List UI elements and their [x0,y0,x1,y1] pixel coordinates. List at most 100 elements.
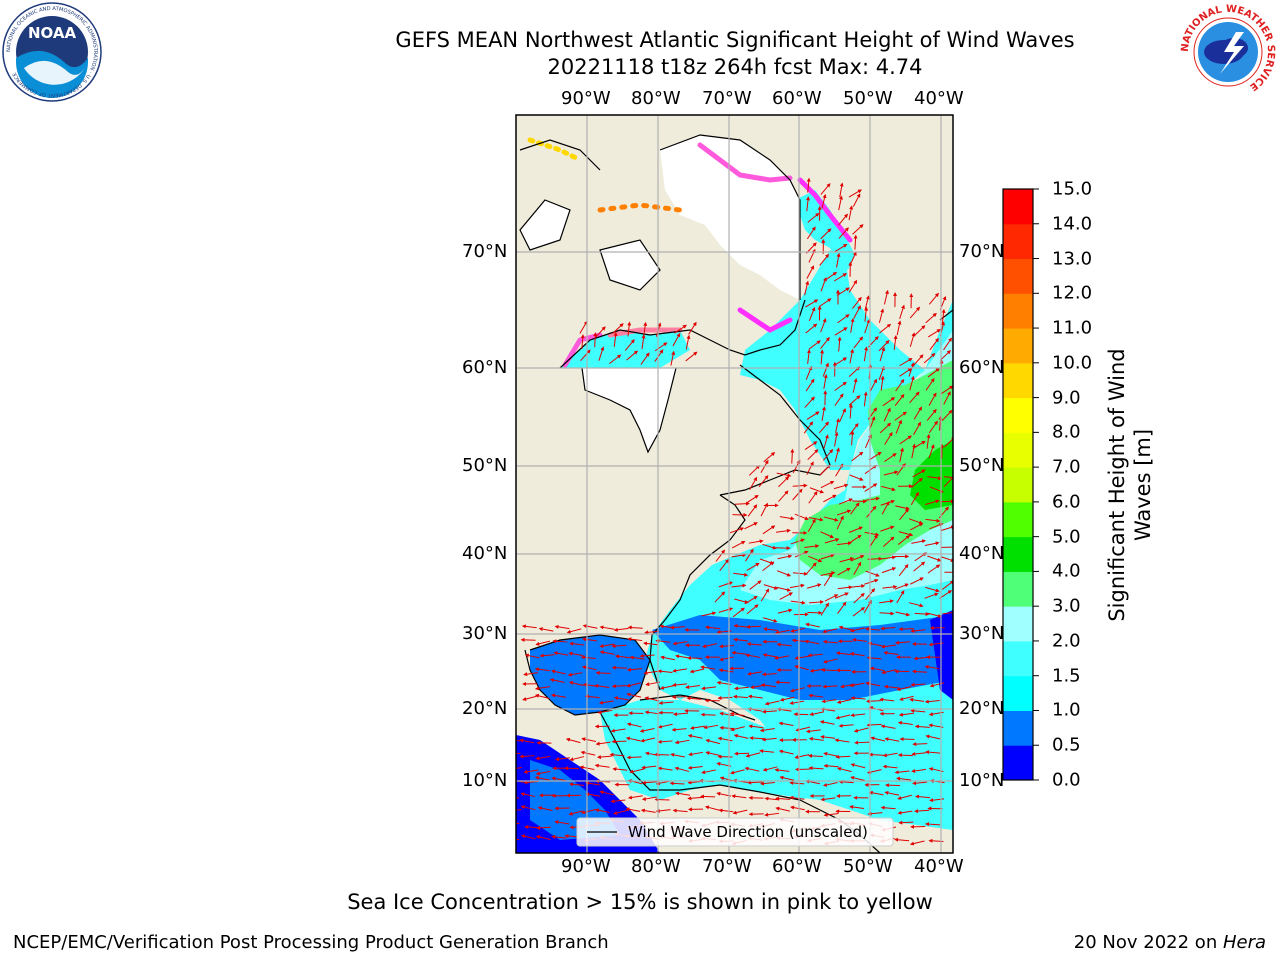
wave-direction-arrow [778,476,790,488]
wave-direction-arrow [853,592,865,604]
wave-direction-arrow [613,331,618,347]
wave-direction-arrow [836,287,850,296]
wave-direction-arrow [896,320,902,336]
wave-direction-arrow [670,350,676,366]
graticule [516,115,953,853]
colorbar-segment [1003,606,1033,642]
wave-direction-arrow [748,465,761,476]
wave-direction-arrow [566,628,582,634]
wave-direction-arrow [804,544,820,549]
wave-direction-arrow [837,336,842,352]
colorbar-segment [1003,536,1033,572]
wave-direction-arrow [539,653,555,658]
wave-direction-arrow [908,518,924,525]
wave-direction-arrow [613,809,628,815]
wave-direction-arrow [881,644,896,649]
wave-direction-arrow [910,682,926,687]
wave-direction-arrow [674,766,690,772]
wave-direction-arrow [852,193,861,207]
wave-direction-arrow [700,712,716,717]
colorbar-tick-label: 12.0 [1052,282,1093,304]
colorbar-tick-label: 14.0 [1052,213,1093,235]
wave-direction-arrow [729,711,745,717]
wave-direction-arrow [776,586,792,592]
wave-direction-arrow [848,189,862,198]
lat-label-right-40n: 40°N [959,543,1005,564]
wave-direction-arrow [878,599,894,604]
wave-direction-arrow [848,205,854,221]
wave-direction-arrow [928,292,939,305]
wave-direction-arrow [893,334,898,350]
wave-direction-arrow [792,571,808,576]
wave-direction-arrow [669,625,685,630]
wave-direction-arrow [790,687,805,693]
wave-direction-arrow [912,469,926,478]
wave-direction-arrow [613,696,629,701]
wave-direction-arrow [614,654,630,659]
wave-direction-arrow [823,374,828,389]
wave-direction-arrow [838,195,843,211]
wave-direction-arrow [745,752,761,758]
wave-direction-arrow [774,768,790,773]
wave-direction-arrow [896,776,912,781]
wave-direction-arrow [760,502,768,517]
wave-direction-arrow [569,756,585,762]
colorbar-segment [1003,467,1033,503]
ocean-gulf-of-mexico [530,635,650,715]
wave-direction-arrow [761,709,777,714]
wave-direction-arrow [520,792,536,798]
wave-direction-arrow [898,564,909,577]
colorbar-segment [1003,223,1033,260]
wave-direction-arrow [834,327,848,336]
wave-direction-arrow [596,755,612,760]
wave-direction-arrow [523,780,539,785]
wave-direction-arrow [909,697,925,702]
wave-direction-arrow [551,693,566,698]
wave-direction-arrow [655,808,671,813]
wave-direction-arrow [808,555,823,563]
colorbar-tick-label: 13.0 [1052,248,1093,270]
wave-direction-arrow [534,686,550,691]
wave-direction-arrow [865,681,881,687]
wave-direction-arrow [581,737,597,742]
lon-label-bottom-50w: 50°W [843,856,893,877]
wave-direction-arrow [925,518,941,523]
wave-direction-arrow [671,727,687,732]
wave-direction-arrow [778,490,789,502]
wave-direction-arrow [762,525,776,535]
wave-direction-arrow [733,733,749,739]
wave-direction-arrow [535,640,551,646]
wave-direction-arrow [863,346,869,362]
wave-direction-arrow [878,340,890,352]
wave-direction-arrow [912,742,928,747]
wave-direction-arrow [821,406,826,422]
colorbar-tick-label: 3.0 [1052,595,1081,617]
wave-direction-arrow [899,695,914,701]
wave-direction-arrow [792,488,803,501]
wave-direction-arrow [584,694,600,699]
wave-direction-arrow [848,279,858,293]
wave-direction-arrow [911,443,916,459]
wave-direction-arrow [760,459,769,474]
wave-direction-arrow [519,754,535,759]
wave-direction-arrow [864,306,869,322]
wave-direction-arrow [808,693,824,698]
wave-direction-arrow [879,697,895,702]
wave-direction-arrow [807,753,823,758]
wave-direction-arrow [705,738,721,745]
wave-direction-arrow [939,350,951,361]
wave-direction-arrow [644,630,660,635]
wave-direction-arrow [805,622,820,628]
wind-wave-vectors [516,177,953,846]
wave-direction-arrow [818,421,830,434]
wave-direction-arrow [523,769,539,774]
wave-direction-arrow [837,314,850,324]
wave-direction-arrow [776,570,792,577]
colorbar-tick-label: 5.0 [1052,526,1081,548]
wave-direction-arrow [838,498,853,505]
wave-direction-arrow [819,253,830,266]
colorbar-segment [1003,293,1033,329]
wave-direction-arrow [925,312,937,324]
wave-direction-arrow [911,768,927,773]
wave-direction-arrow [522,695,537,701]
